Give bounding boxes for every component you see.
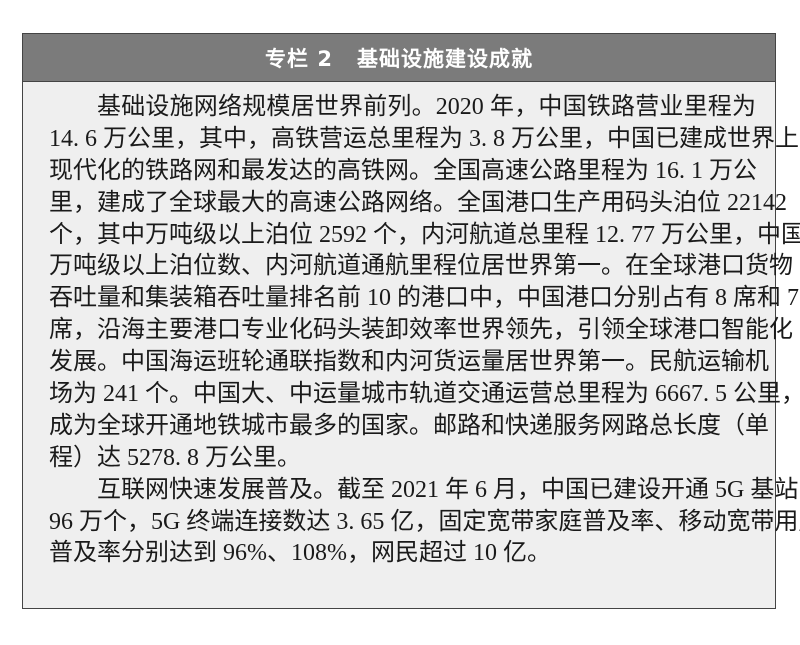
paragraph-line: 万吨级以上泊位数、内河航道通航里程位居世界第一。在全球港口货物 — [49, 253, 793, 280]
paragraph-line: 普及率分别达到 96%、108%，网民超过 10 亿。 — [49, 540, 551, 567]
paragraph-line: 发展。中国海运班轮通联指数和内河货运量居世界第一。民航运输机 — [49, 349, 769, 376]
column-number: 专栏 2 — [265, 46, 333, 71]
paragraph-line: 里，建成了全球最大的高速公路网络。全国港口生产用码头泊位 22142 — [49, 189, 787, 216]
paragraph-line: 个，其中万吨级以上泊位 2592 个，内河航道总里程 12. 77 万公里，中国 — [49, 221, 800, 248]
paragraph-line: 席，沿海主要港口专业化码头装卸效率世界领先，引领全球港口智能化 — [49, 317, 793, 344]
paragraph-line: 互联网快速发展普及。截至 2021 年 6 月，中国已建设开通 5G 基站 — [97, 476, 799, 503]
column-body: 基础设施网络规模居世界前列。2020 年，中国铁路营业里程为 14. 6 万公里，… — [23, 82, 800, 570]
column-header: 专栏 2 基础设施建设成就 — [23, 34, 775, 82]
column-box: 专栏 2 基础设施建设成就 基础设施网络规模居世界前列。2020 年，中国铁路营… — [22, 33, 800, 609]
paragraph-line: 14. 6 万公里，其中，高铁营运总里程为 3. 8 万公里，中国已建成世界上最 — [49, 125, 800, 152]
paragraph-line: 吞吐量和集装箱吞吐量排名前 10 的港口中，中国港口分别占有 8 席和 7 — [49, 285, 799, 312]
paragraph-line: 现代化的铁路网和最发达的高铁网。全国高速公路里程为 16. 1 万公 — [49, 157, 757, 184]
paragraph-line: 96 万个，5G 终端连接数达 3. 65 亿，固定宽带家庭普及率、移动宽带用户 — [49, 508, 800, 535]
paragraph-line: 基础设施网络规模居世界前列。2020 年，中国铁路营业里程为 — [97, 94, 756, 120]
paragraph-line: 场为 241 个。中国大、中运量城市轨道交通运营总里程为 6667. 5 公里， — [49, 381, 800, 408]
column-title: 基础设施建设成就 — [356, 46, 533, 71]
paragraph-line: 成为全球开通地铁城市最多的国家。邮路和快递服务网路总长度（单 — [49, 412, 769, 439]
paragraph-line: 程）达 5278. 8 万公里。 — [49, 444, 301, 471]
